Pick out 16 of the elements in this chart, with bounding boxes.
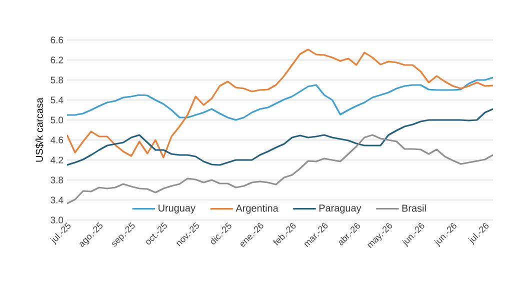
y-tick-label: 6.2 <box>50 56 64 64</box>
y-tick-label: 4.2 <box>50 156 64 164</box>
y-tick-label: 5.8 <box>50 76 64 84</box>
legend-label: Uruguay <box>158 204 196 214</box>
y-tick-label: 5.0 <box>50 116 64 124</box>
y-axis-title: US$/k carcasa <box>35 98 44 162</box>
y-tick-label: 6.6 <box>50 36 64 44</box>
legend-label: Brasil <box>402 204 426 212</box>
y-tick-label: 5.4 <box>50 96 64 104</box>
y-tick-label: 4.6 <box>50 136 64 144</box>
line-series <box>67 48 493 158</box>
y-tick-label: 3.4 <box>50 196 64 204</box>
y-tick-label: 3.8 <box>50 176 64 184</box>
legend-label: Paraguay <box>319 204 362 214</box>
legend-label: Argentina <box>236 204 278 214</box>
y-tick-label: 3.0 <box>50 216 64 224</box>
